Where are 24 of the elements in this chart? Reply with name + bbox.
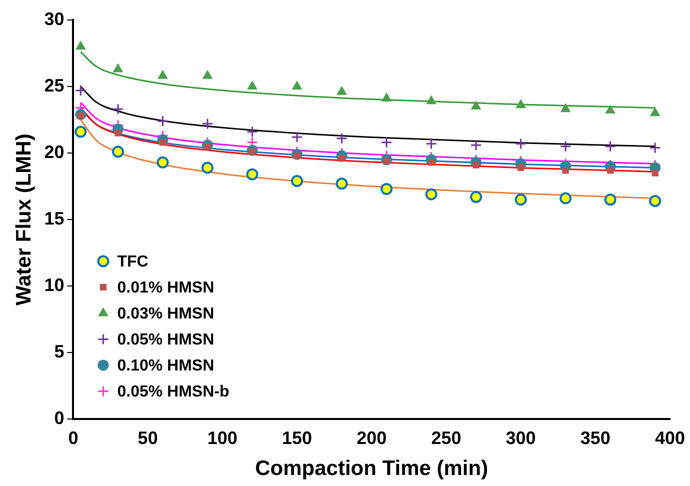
legend-label: TFC [117, 254, 149, 271]
y-tick-label: 30 [44, 8, 64, 29]
x-tick-label: 150 [282, 428, 312, 448]
x-axis-title: Compaction Time (min) [255, 457, 488, 480]
y-tick-label: 15 [44, 208, 64, 229]
y-axis-title: Water Flux (LMH) [12, 134, 36, 306]
y-tick-label: 5 [54, 342, 64, 362]
legend-label: 0.10% HMSN [117, 358, 214, 375]
x-tick-label: 300 [506, 428, 536, 448]
x-tick-label: 50 [138, 428, 158, 448]
legend-label: 0.05% HMSN [117, 332, 214, 349]
x-tick-label: 100 [207, 428, 238, 448]
legend-label: 0.01% HMSN [117, 280, 214, 297]
x-tick-label: 0 [68, 428, 78, 448]
legend-label: 0.05% HMSN-b [117, 384, 230, 401]
y-tick-label: 20 [44, 142, 64, 162]
y-tick-label: 10 [44, 275, 64, 296]
y-tick-label: 25 [44, 76, 64, 96]
y-tick-label: 0 [54, 408, 64, 428]
legend-label: 0.03% HMSN [117, 306, 214, 323]
x-tick-label: 250 [431, 428, 462, 448]
x-tick-label: 400 [654, 428, 686, 448]
x-tick-label: 350 [580, 428, 610, 448]
x-tick-label: 200 [356, 428, 387, 448]
